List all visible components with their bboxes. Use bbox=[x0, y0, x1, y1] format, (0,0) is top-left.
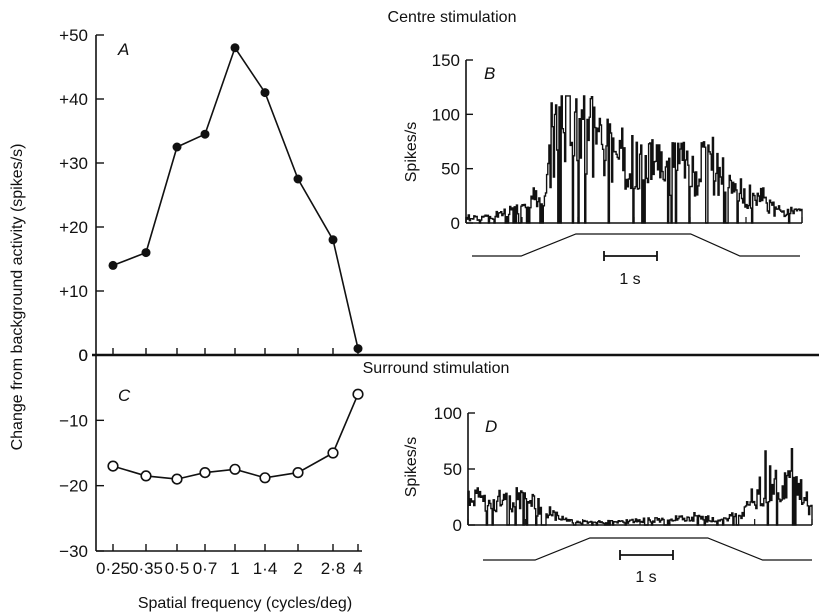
data-point-c bbox=[292, 467, 304, 479]
y-tick-label-c: 0 bbox=[79, 346, 88, 365]
x-axis-label: Spatial frequency (cycles/deg) bbox=[138, 595, 352, 612]
spike-trace-d bbox=[467, 448, 813, 526]
y-tick-label-a: +40 bbox=[59, 90, 88, 109]
data-point-c bbox=[229, 463, 241, 475]
data-point-c bbox=[327, 447, 339, 459]
y-tick-label-b: 100 bbox=[432, 105, 460, 124]
x-tick-label-c: 0·7 bbox=[193, 559, 218, 578]
scale-bar-label-d: 1 s bbox=[635, 569, 656, 586]
data-point-a bbox=[328, 235, 338, 245]
data-point-a bbox=[172, 142, 182, 152]
data-point-c bbox=[199, 467, 211, 479]
stimulus-trace-b bbox=[472, 233, 800, 257]
data-point-a bbox=[260, 88, 270, 98]
y-tick-label-a: +20 bbox=[59, 218, 88, 237]
series-line-a bbox=[112, 46, 359, 349]
surround-title: Surround stimulation bbox=[363, 360, 510, 377]
y-tick-label-c: −20 bbox=[59, 477, 88, 496]
y-tick-label-c: −10 bbox=[59, 411, 88, 430]
chart-b: 0 50 100 150 bbox=[432, 51, 803, 261]
panel-label-d: D bbox=[485, 417, 497, 436]
scale-bar-label-b: 1 s bbox=[619, 271, 640, 288]
x-tick-label-c: 2 bbox=[293, 559, 302, 578]
spike-trace-b bbox=[465, 95, 803, 224]
y-tick-label-b: 150 bbox=[432, 51, 460, 70]
data-point-a bbox=[141, 248, 151, 258]
x-tick-label-c: 2·8 bbox=[321, 559, 346, 578]
y-tick-label-d: 100 bbox=[434, 404, 462, 423]
x-tick-label-c: 4 bbox=[353, 559, 362, 578]
chart-a: 0 +10 +20 +30 +40 +50 bbox=[59, 26, 819, 365]
data-point-c bbox=[140, 470, 152, 482]
data-point-a bbox=[293, 174, 303, 184]
shared-y-label: Change from background activity (spikes/… bbox=[9, 144, 26, 451]
y-tick-label-b: 0 bbox=[451, 214, 460, 233]
spikes-label-b: Spikes/s bbox=[403, 122, 420, 182]
data-point-a bbox=[230, 43, 240, 53]
chart-d: 0 50 100 bbox=[434, 404, 813, 561]
y-tick-label-c: −30 bbox=[59, 542, 88, 561]
y-tick-label-a: +50 bbox=[59, 26, 88, 45]
x-tick-label-c: 1·4 bbox=[253, 559, 278, 578]
y-tick-label-d: 0 bbox=[453, 516, 462, 535]
x-tick-label-c: 0·5 bbox=[165, 559, 190, 578]
x-tick-label-c: 0·25 bbox=[96, 559, 130, 578]
stimulus-trace-d bbox=[483, 537, 812, 561]
y-tick-label-a: 0 bbox=[79, 346, 88, 365]
data-point-a bbox=[108, 260, 118, 270]
panel-label-b: B bbox=[484, 64, 495, 83]
data-point-c bbox=[352, 388, 364, 400]
data-point-c bbox=[171, 473, 183, 485]
x-tick-label-c: 1 bbox=[230, 559, 239, 578]
x-tick-label-c: 0·35 bbox=[129, 559, 163, 578]
y-tick-label-a: +10 bbox=[59, 282, 88, 301]
panel-label-c: C bbox=[118, 386, 131, 405]
centre-title: Centre stimulation bbox=[388, 9, 517, 26]
spikes-label-d: Spikes/s bbox=[403, 437, 420, 497]
y-tick-label-d: 50 bbox=[443, 460, 462, 479]
panel-label-a: A bbox=[117, 40, 129, 59]
data-point-c bbox=[259, 472, 271, 484]
y-tick-label-b: 50 bbox=[441, 160, 460, 179]
data-point-c bbox=[107, 460, 119, 472]
y-tick-label-a: +30 bbox=[59, 154, 88, 173]
chart-c: 0 −10 −20 −30 0·250·35 0·5 0·7 1 1·4 2 2·8 4 bbox=[59, 346, 364, 578]
data-point-a bbox=[200, 129, 210, 139]
data-point-a bbox=[353, 344, 363, 354]
